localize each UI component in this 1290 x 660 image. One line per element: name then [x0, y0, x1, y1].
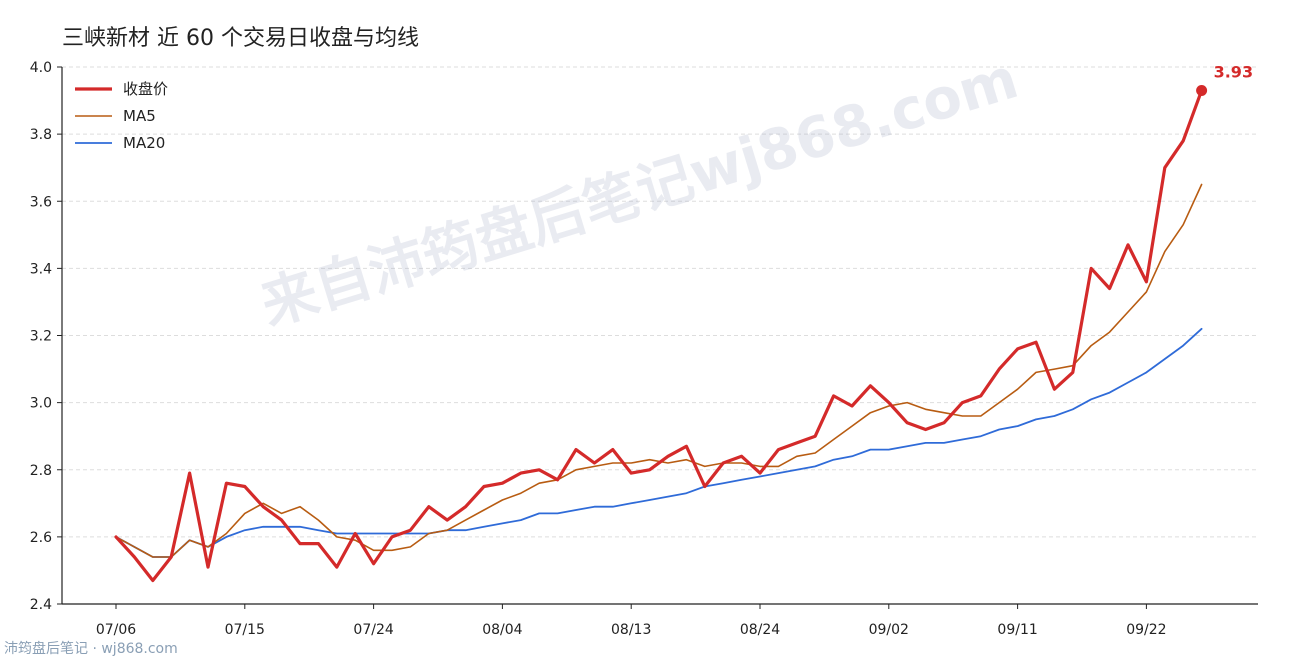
y-tick-label: 2.4 — [30, 597, 52, 613]
axes: 2.4 2.6 2.8 3.0 3.2 3.4 3.6 3.8 4.0 07/06 07/15 07/… — [30, 60, 1258, 638]
y-tick-label: 3.2 — [30, 329, 52, 345]
y-tick-label: 2.6 — [30, 530, 52, 546]
x-tick-label: 09/22 — [1126, 622, 1166, 638]
y-tick-label: 2.8 — [30, 463, 52, 479]
x-tick-label: 09/02 — [869, 622, 909, 638]
x-tick-label: 09/11 — [997, 622, 1037, 638]
legend-label-ma5: MA5 — [123, 107, 156, 125]
x-tick-label: 08/13 — [611, 622, 651, 638]
series-line-close — [114, 88, 1204, 583]
x-tick-label: 07/15 — [225, 622, 265, 638]
footer-credit: 沛筠盘后笔记 · wj868.com — [4, 641, 178, 657]
series-lines: 3.93 — [114, 62, 1253, 583]
legend-label-close: 收盘价 — [123, 80, 168, 98]
y-tick-label: 4.0 — [30, 60, 52, 76]
x-tick-label: 08/24 — [740, 622, 780, 638]
legend-label-ma20: MA20 — [123, 134, 165, 152]
x-tick-label: 08/04 — [482, 622, 522, 638]
y-tick-label: 3.8 — [30, 127, 52, 143]
x-tick-label: 07/06 — [96, 622, 136, 638]
grid-lines — [62, 66, 1258, 538]
y-tick-label: 3.4 — [30, 261, 52, 277]
series-line-ma5 — [115, 183, 1203, 558]
watermark: 来自沛筠盘后笔记wj868.com — [254, 46, 1026, 338]
series-line-ma20 — [115, 327, 1203, 558]
last-close-point — [1196, 84, 1208, 96]
y-tick-label: 3.6 — [30, 194, 52, 210]
chart-title: 三峡新材 近 60 个交易日收盘与均线 — [62, 26, 419, 51]
last-close-label: 3.93 — [1214, 62, 1253, 81]
x-tick-label: 07/24 — [353, 622, 393, 638]
legend: 收盘价 MA5 MA20 — [75, 80, 168, 152]
y-tick-label: 3.0 — [30, 396, 52, 412]
